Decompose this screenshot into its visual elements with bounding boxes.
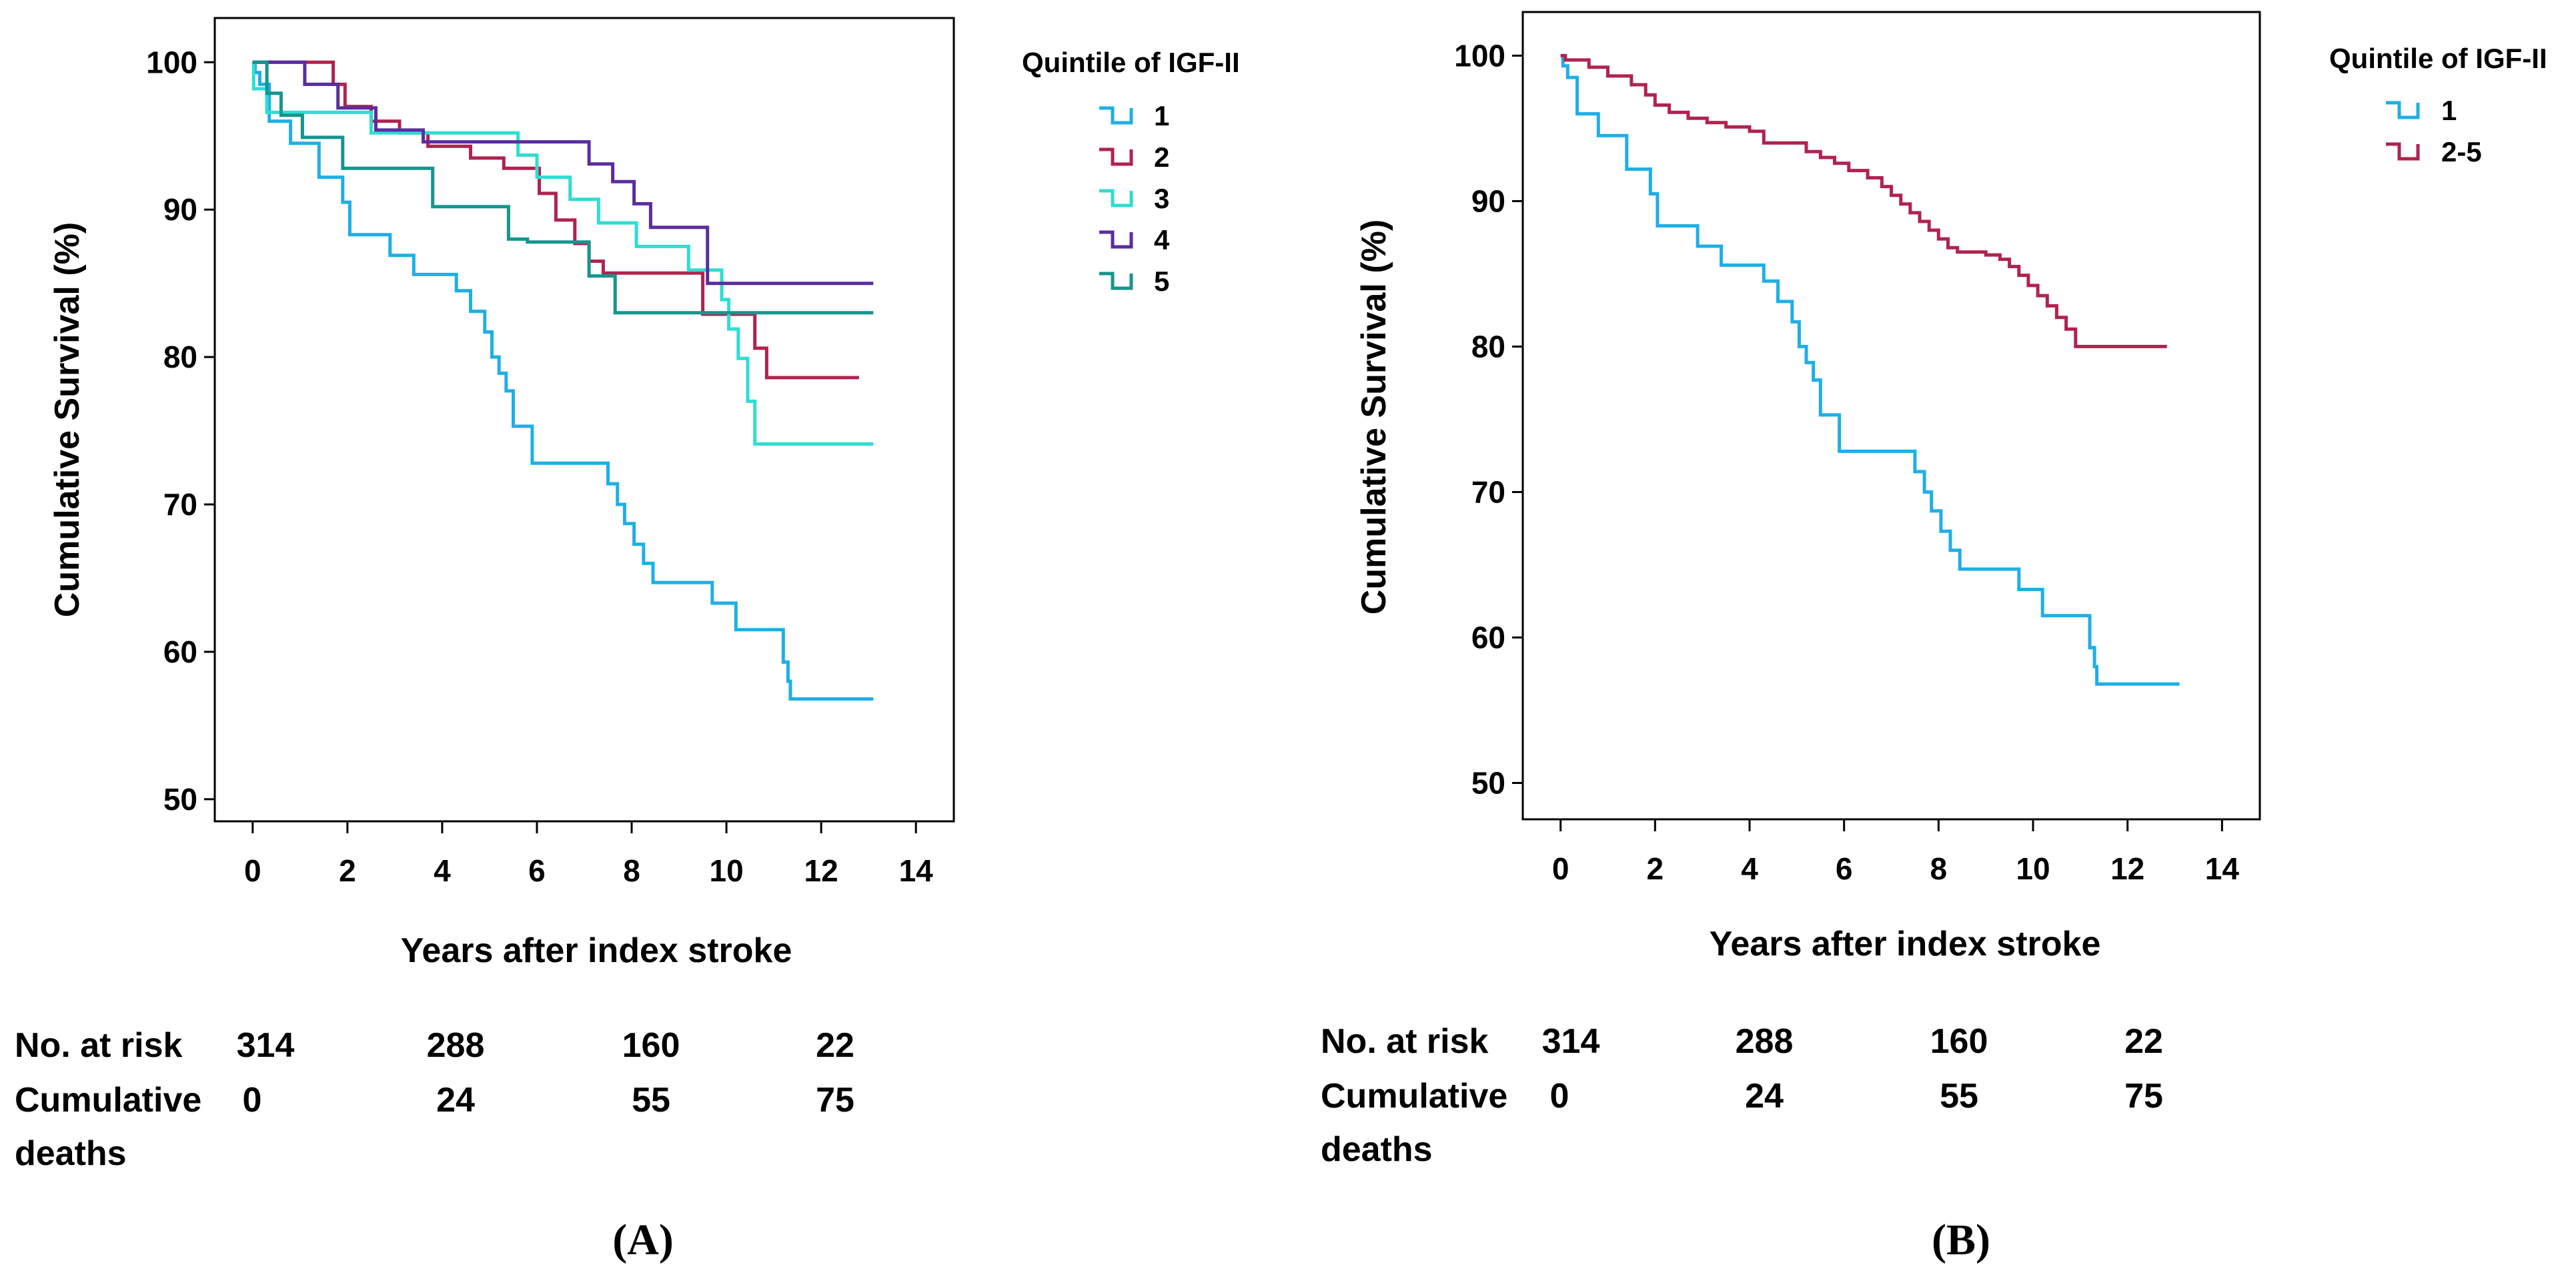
panel-b-series	[1560, 53, 2180, 686]
panel-b-risk-row-1-value-3: 160	[1930, 1022, 1988, 1061]
panel-a-y-tick-label: 50	[163, 782, 197, 817]
panel-b-y-tick-label: 90	[1471, 183, 1505, 218]
panel-a-risk-row-2-label-line-2: deaths	[15, 1134, 127, 1173]
panel-a-risk-row-2-value-1: 0	[243, 1081, 262, 1120]
panel-a-legend-swatch-4	[1099, 230, 1133, 249]
panel-a-legend-swatch-1	[1099, 106, 1133, 125]
panel-b-risk-row-1-value-2: 288	[1736, 1022, 1794, 1061]
panel-a-y-axis-label: Cumulative Survival (%)	[48, 222, 87, 617]
panel-a-y-tick-label: 100	[146, 45, 197, 79]
panel-b-risk-row-2-label-line-2: deaths	[1321, 1130, 1433, 1169]
panel-a-legend-label-3: 3	[1154, 183, 1169, 214]
panel-b-x-tick-label: 0	[1552, 851, 1569, 886]
panel-a-legend: Quintile of IGF-II 1 2 3 4 5	[1022, 47, 1240, 297]
panel-b-risk-table: No. at risk Cumulative deaths 314 288 16…	[1321, 1022, 2163, 1169]
panel-b-risk-row-2-value-2: 24	[1745, 1077, 1784, 1116]
panel-a-risk-row-1-value-4: 22	[816, 1026, 854, 1065]
panel-b-x-axis-label: Years after index stroke	[1710, 925, 2101, 963]
panel-b-series-1-line	[1560, 53, 2180, 686]
panel-b-label: (B)	[1932, 1216, 1990, 1264]
panel-a-legend-items: 1 2 3 4 5	[1099, 100, 1170, 297]
panel-a-series-3-line	[251, 60, 874, 446]
panel-b-risk-row-1-label: No. at risk	[1321, 1022, 1488, 1061]
panel-b-risk-row-1-value-4: 22	[2124, 1022, 2163, 1061]
panel-b-y-tick-label: 60	[1471, 620, 1505, 655]
panel-a-x-tick-label: 12	[804, 853, 838, 888]
panel-a-x-tick-label: 8	[623, 853, 640, 888]
panel-a-risk-row-2-value-4: 75	[816, 1081, 854, 1120]
panel-a-risk-row-1-label: No. at risk	[15, 1026, 182, 1065]
panel-a-plot-frame	[213, 17, 955, 823]
panel-a-x-tick-label: 6	[528, 853, 546, 888]
panel-b-risk-row-1-value-1: 314	[1542, 1022, 1600, 1061]
panel-a-y-tick-label: 90	[163, 192, 197, 227]
panel-a-y-tick-label: 80	[163, 340, 197, 374]
panel-b-risk-row-2-value-1: 0	[1550, 1077, 1569, 1116]
panel-a-y-tick-label: 70	[163, 487, 197, 522]
panel-a-x-ticks: 0 2 4 6 8 10 12 14	[244, 821, 933, 888]
panel-a-legend-label-1: 1	[1154, 100, 1169, 131]
panel-a-y-ticks: 50 60 70 80 90 100	[146, 45, 215, 817]
panel-a-x-tick-label: 0	[244, 853, 261, 888]
panel-a-risk-row-2-value-2: 24	[436, 1081, 475, 1120]
panel-a-legend-swatch-2	[1099, 147, 1133, 166]
panel-b-y-tick-label: 100	[1454, 38, 1505, 73]
panel-a-y-tick-label: 60	[163, 634, 197, 669]
panel-b-risk-row-2-value-3: 55	[1940, 1077, 1978, 1116]
panel-b-legend-items: 12-5	[2386, 95, 2482, 167]
panel-b-legend-title: Quintile of IGF-II	[2329, 43, 2547, 74]
panel-a-x-tick-label: 4	[434, 853, 451, 888]
panel-b-y-tick-label: 50	[1471, 765, 1505, 800]
panel-a-series	[251, 60, 874, 701]
panel-b-y-tick-label: 80	[1471, 329, 1505, 364]
panel-b-x-tick-label: 6	[1836, 851, 1853, 886]
panel-a-risk-row-1-value-2: 288	[427, 1026, 485, 1065]
panel-b-y-axis-label: Cumulative Survival (%)	[1355, 220, 1393, 614]
panel-b-y-tick-label: 70	[1471, 474, 1505, 509]
panel-a-legend-label-2: 2	[1154, 141, 1169, 173]
panel-b-x-tick-label: 14	[2205, 851, 2240, 886]
panel-b-x-tick-label: 2	[1647, 851, 1664, 886]
panel-a-x-tick-label: 10	[709, 853, 743, 888]
panel-a-x-tick-label: 2	[339, 853, 356, 888]
panel-a-series-1-line	[252, 60, 874, 701]
panel-b-legend-label-2-5: 2-5	[2441, 136, 2482, 167]
panel-a-series-5-line	[252, 60, 874, 315]
panel-a-risk-row-1-value-3: 160	[622, 1026, 680, 1065]
panel-a-x-axis-label: Years after index stroke	[401, 931, 792, 970]
panel-b-risk-row-2-label-line-1: Cumulative	[1321, 1077, 1507, 1116]
panel-b-x-tick-label: 4	[1741, 851, 1758, 886]
panel-a-risk-row-1-value-1: 314	[237, 1026, 295, 1065]
panel-a-series-4-line	[252, 60, 874, 286]
panel-a-legend-title: Quintile of IGF-II	[1022, 47, 1240, 78]
panel-b-x-tick-label: 10	[2016, 851, 2050, 886]
panel-b-legend-swatch-1	[2386, 101, 2420, 119]
panel-b-x-tick-label: 12	[2110, 851, 2144, 886]
panel-a-label: (A)	[612, 1216, 674, 1264]
panel-b-legend-label-1: 1	[2441, 95, 2457, 126]
panel-a-risk-row-2-label-line-1: Cumulative	[15, 1081, 201, 1120]
panel-a-legend-swatch-3	[1099, 189, 1133, 207]
panel-a-legend-label-4: 4	[1154, 224, 1170, 256]
panel-b-x-tick-label: 8	[1930, 851, 1948, 886]
panel-b-plot-frame	[1521, 11, 2261, 821]
panel-b-risk-row-2-value-4: 75	[2124, 1077, 2163, 1116]
panel-b-series-2-5-line	[1560, 53, 2167, 348]
panel-a-legend-swatch-5	[1099, 272, 1133, 290]
panel-a-risk-row-2-value-3: 55	[632, 1081, 670, 1120]
panel-a-legend-label-5: 5	[1154, 266, 1169, 297]
panel-a-risk-table: No. at risk Cumulative deaths 314 288 16…	[15, 1026, 854, 1173]
panel-b-y-ticks: 50 60 70 80 90 100	[1454, 38, 1523, 800]
panel-b-legend: Quintile of IGF-II 12-5	[2329, 43, 2547, 167]
panel-b-x-ticks: 0 2 4 6 8 10 12 14	[1552, 819, 2239, 886]
panel-b-legend-swatch-2-5	[2386, 142, 2420, 161]
panel-a-x-tick-label: 14	[899, 853, 934, 888]
